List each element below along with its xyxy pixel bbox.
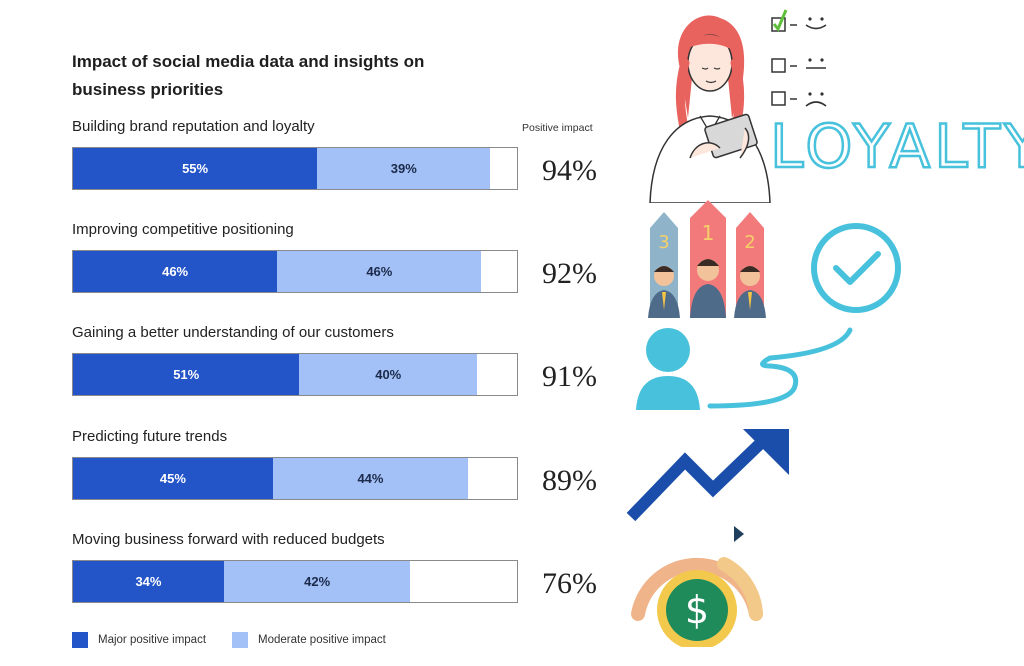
bar-moderate-impact: 40% [299,354,478,395]
trend-arrow-icon [626,429,789,522]
bar-value-label: 45% [159,471,186,486]
bar-track: 46% 46% [72,250,518,293]
bar-moderate-impact: 46% [277,251,482,292]
legend-label-moderate: Moderate positive impact [258,634,386,646]
legend-label-major: Major positive impact [98,634,207,646]
rank-3-label: 3 [658,232,669,253]
positive-impact-total: 94% [542,154,597,187]
bar-value-label: 39% [390,161,417,176]
category-label: Gaining a better understanding of our cu… [72,324,394,341]
ranking-podium-icon: 3 1 2 [648,200,766,318]
category-label: Predicting future trends [72,428,228,445]
bar-track: 51% 40% [72,353,518,396]
category-label: Moving business forward with reduced bud… [72,531,385,548]
legend-item-major: Major positive impact [72,632,206,648]
bar-major-impact: 45% [73,458,273,499]
category-label: Improving competitive positioning [72,221,294,238]
bar-value-label: 55% [182,161,209,176]
bar-value-label: 46% [162,264,189,279]
bar-value-label: 51% [173,367,200,382]
chart-title: Impact of social media data and insights… [72,52,425,99]
bar-row: Predicting future trends 45% 44% 89% [72,428,612,508]
dollar-symbol: $ [685,588,709,632]
legend-swatch-major [72,632,88,648]
positive-impact-total: 89% [542,464,597,497]
bar-track: 45% 44% [72,457,518,500]
bar-track: 55% 39% [72,147,518,190]
checkmark-circle-icon [811,223,901,313]
bar-value-label: 40% [375,367,402,382]
positive-impact-header: Positive impact [522,122,593,134]
legend: Major positive impact Moderate positive … [72,632,412,648]
bar-track: 34% 42% [72,560,518,603]
category-label: Building brand reputation and loyalty [72,118,315,135]
positive-impact-total: 91% [542,360,597,393]
rank-1-label: 1 [702,221,715,245]
bar-value-label: 34% [135,574,162,589]
bar-value-label: 44% [357,471,384,486]
bar-row: Gaining a better understanding of our cu… [72,324,612,404]
positive-impact-total: 76% [542,567,597,600]
bar-major-impact: 51% [73,354,300,395]
bar-major-impact: 34% [73,561,224,602]
legend-swatch-moderate [232,632,249,648]
bar-moderate-impact: 44% [272,458,469,499]
bar-row: Moving business forward with reduced bud… [72,531,612,611]
loyalty-word: LOYALTY [769,111,1024,184]
legend-item-moderate: Moderate positive impact [232,632,386,648]
bar-value-label: 42% [304,574,331,589]
bar-major-impact: 55% [73,148,318,189]
rank-2-label: 2 [744,232,755,253]
positive-impact-total: 92% [542,257,597,290]
woman-with-tablet-icon [649,15,771,203]
bar-row: Building brand reputation and loyalty 55%… [72,118,612,198]
budget-gauge-icon: $ [631,526,763,647]
bar-moderate-impact: 39% [317,148,491,189]
survey-checklist-icon [771,9,827,107]
bar-row: Improving competitive positioning 46% 46% 9… [72,221,612,301]
customer-journey-icon [636,327,853,410]
bar-value-label: 46% [366,264,393,279]
bar-moderate-impact: 42% [223,561,411,602]
bar-major-impact: 46% [73,251,278,292]
